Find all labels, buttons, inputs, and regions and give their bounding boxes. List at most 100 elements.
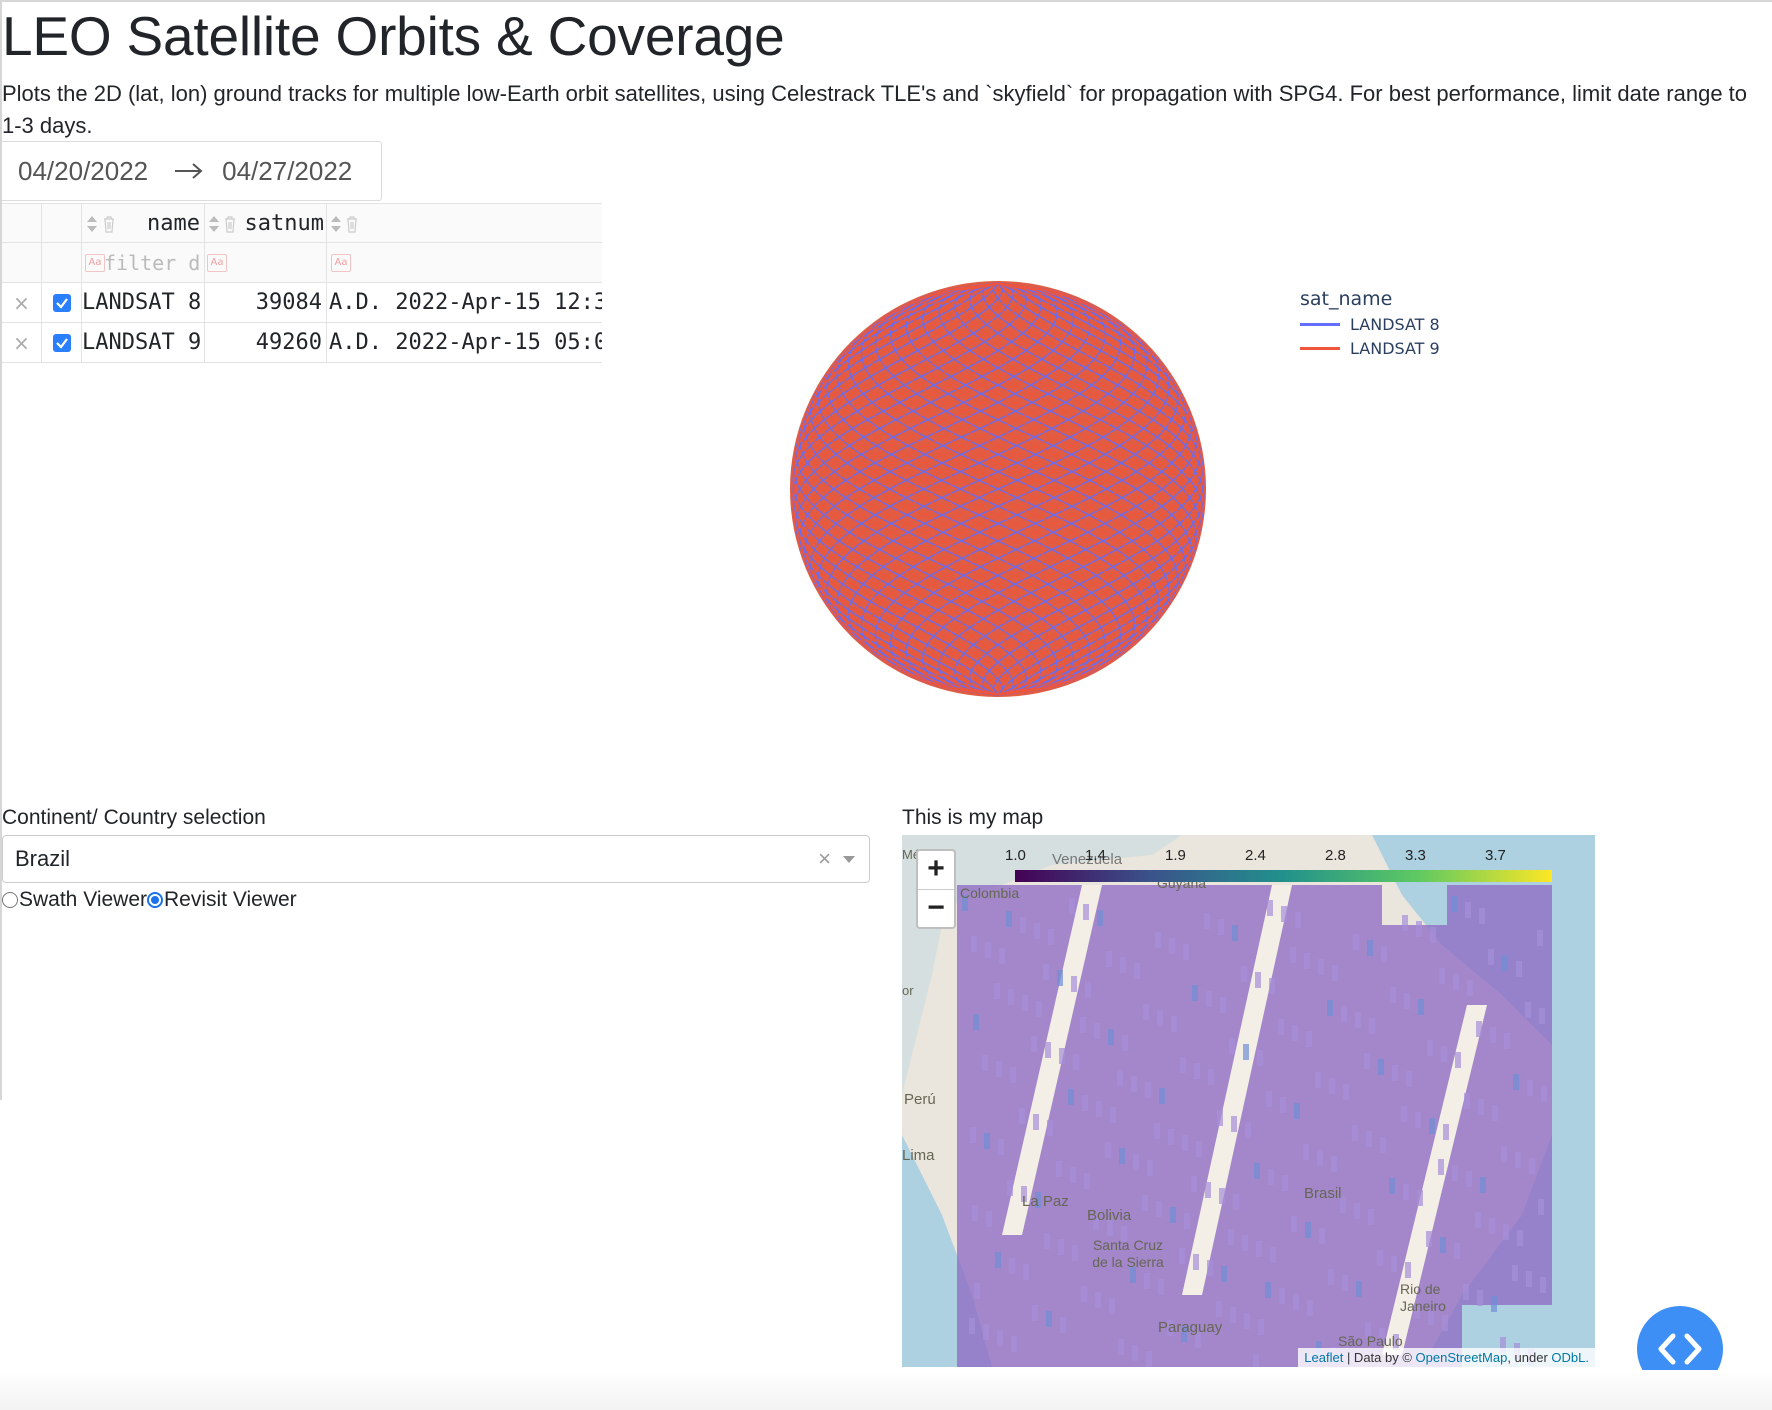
legend-item-landsat-9[interactable]: LANDSAT 9 — [1300, 339, 1440, 358]
zoom-in-button[interactable]: + — [918, 851, 954, 890]
ground-track-line — [921, 282, 1201, 696]
trash-icon[interactable] — [345, 215, 359, 233]
revisit-cell — [1331, 1156, 1337, 1172]
table-row[interactable]: × LANDSAT 9 49260 A.D. 2022-Apr-15 05:08 — [2, 323, 602, 363]
revisit-map[interactable]: Venezuela Guyana Colombia Perú Lima La P… — [902, 835, 1595, 1367]
revisit-cell — [1343, 1084, 1349, 1100]
revisit-cell — [1007, 1180, 1013, 1196]
legend-label: LANDSAT 8 — [1350, 315, 1440, 334]
revisit-cell — [1011, 1336, 1017, 1352]
revisit-cell — [1206, 991, 1212, 1007]
revisit-cell — [1170, 1207, 1176, 1223]
swath-viewer-label[interactable]: Swath Viewer — [19, 888, 148, 911]
revisit-viewer-label[interactable]: Revisit Viewer — [164, 888, 297, 911]
map-label: Lima — [902, 1147, 935, 1164]
delete-row-button[interactable]: × — [2, 283, 42, 323]
swath-viewer-radio[interactable] — [2, 892, 18, 908]
case-filter-icon[interactable]: Aa — [85, 254, 105, 272]
chevron-down-icon[interactable] — [843, 856, 855, 863]
column-name-label: name — [147, 211, 200, 236]
end-date-input[interactable]: 04/27/2022 — [222, 155, 353, 186]
odbl-link[interactable]: ODbL. — [1551, 1350, 1589, 1365]
trash-icon[interactable] — [102, 215, 116, 233]
revisit-cell — [1194, 1063, 1200, 1079]
case-filter-icon[interactable]: Aa — [331, 254, 351, 272]
revisit-cell — [1191, 1176, 1197, 1192]
header-name-cell[interactable]: name — [82, 204, 205, 244]
clear-selection-button[interactable]: × — [818, 846, 831, 871]
ground-track-line — [938, 282, 1204, 696]
revisit-cell — [1354, 1203, 1360, 1219]
filter-name-cell[interactable]: Aa filter d — [82, 243, 205, 283]
revisit-cell — [1218, 919, 1224, 935]
leaflet-link[interactable]: Leaflet — [1304, 1350, 1344, 1365]
sort-icon[interactable] — [330, 214, 342, 234]
revisit-cell — [997, 1330, 1003, 1346]
revisit-cell — [1393, 1334, 1399, 1350]
legend-label: LANDSAT 9 — [1350, 339, 1440, 358]
revisit-cell — [1368, 1209, 1374, 1225]
revisit-cell — [1241, 966, 1247, 982]
revisit-cell — [1120, 957, 1126, 973]
header-satnum-cell[interactable]: satnum — [205, 204, 327, 244]
revisit-cell — [1500, 1337, 1506, 1353]
column-satnum-label: satnum — [244, 211, 324, 236]
case-filter-icon[interactable]: Aa — [207, 254, 227, 272]
delete-row-button[interactable]: × — [2, 323, 42, 363]
revisit-cell — [1057, 970, 1063, 986]
revisit-cell — [1204, 913, 1210, 929]
colorbar-tick: 3.7 — [1485, 847, 1506, 864]
osm-link[interactable]: OpenStreetMap — [1415, 1350, 1508, 1365]
revisit-cell — [1043, 964, 1049, 980]
revisit-cell — [1319, 1228, 1325, 1244]
zoom-control: + − — [916, 849, 956, 929]
revisit-cell — [1418, 999, 1424, 1015]
row-checkbox-cell[interactable] — [42, 323, 82, 363]
revisit-cell — [1270, 1247, 1276, 1263]
trash-icon[interactable] — [223, 215, 237, 233]
ground-track-line — [954, 282, 1205, 696]
filter-satnum-cell[interactable]: Aa — [205, 243, 327, 283]
start-date-input[interactable]: 04/20/2022 — [18, 155, 149, 186]
table-row[interactable]: × LANDSAT 8 39084 A.D. 2022-Apr-15 12:33 — [2, 283, 602, 323]
sort-icon[interactable] — [208, 214, 220, 234]
revisit-cell — [1503, 1224, 1509, 1240]
filter-name-input[interactable]: filter d — [104, 251, 201, 275]
revisit-cell — [1282, 1175, 1288, 1191]
revisit-cell — [1441, 1046, 1447, 1062]
cell-epoch: A.D. 2022-Apr-15 12:33 — [329, 290, 602, 315]
sort-icon[interactable] — [86, 214, 98, 234]
row-checkbox-cell[interactable] — [42, 283, 82, 323]
revisit-cell — [1192, 985, 1198, 1001]
date-range-picker[interactable]: 04/20/2022 04/27/2022 — [2, 141, 382, 201]
revisit-cell — [1008, 989, 1014, 1005]
header-epoch-cell[interactable] — [327, 204, 602, 244]
coverage-area — [957, 885, 1552, 1367]
revisit-cell — [1080, 1017, 1086, 1033]
zoom-out-button[interactable]: − — [927, 891, 945, 924]
colorbar-tick: 1.9 — [1165, 847, 1186, 864]
revisit-cell — [1167, 1320, 1173, 1336]
revisit-cell — [1355, 1012, 1361, 1028]
map-label: Santa Cruz de la Sierra — [1092, 1237, 1164, 1270]
revisit-cell — [1491, 1296, 1497, 1312]
filter-epoch-cell[interactable]: Aa — [327, 243, 602, 283]
row-checkbox[interactable] — [52, 294, 71, 312]
row-checkbox[interactable] — [52, 334, 71, 352]
country-select[interactable]: Brazil × — [2, 835, 870, 883]
revisit-cell — [1402, 915, 1408, 931]
revisit-cell — [1406, 1071, 1412, 1087]
cell-epoch: A.D. 2022-Apr-15 05:08 — [329, 330, 602, 355]
revisit-cell — [1305, 1222, 1311, 1238]
revisit-cell — [1044, 1233, 1050, 1249]
revisit-cell — [1243, 1044, 1249, 1060]
orbit-globe-chart[interactable] — [780, 265, 1260, 745]
revisit-cell — [1119, 1148, 1125, 1164]
legend-item-landsat-8[interactable]: LANDSAT 8 — [1300, 315, 1440, 334]
satellite-table: name satnum Aa filter d Aa Aa × LANDSAT — [2, 203, 602, 363]
revisit-cell — [1159, 1088, 1165, 1104]
revisit-cell — [1529, 1158, 1535, 1174]
ground-track-line — [801, 282, 1099, 696]
ground-track-line — [961, 282, 1205, 696]
revisit-viewer-radio[interactable] — [147, 892, 164, 908]
